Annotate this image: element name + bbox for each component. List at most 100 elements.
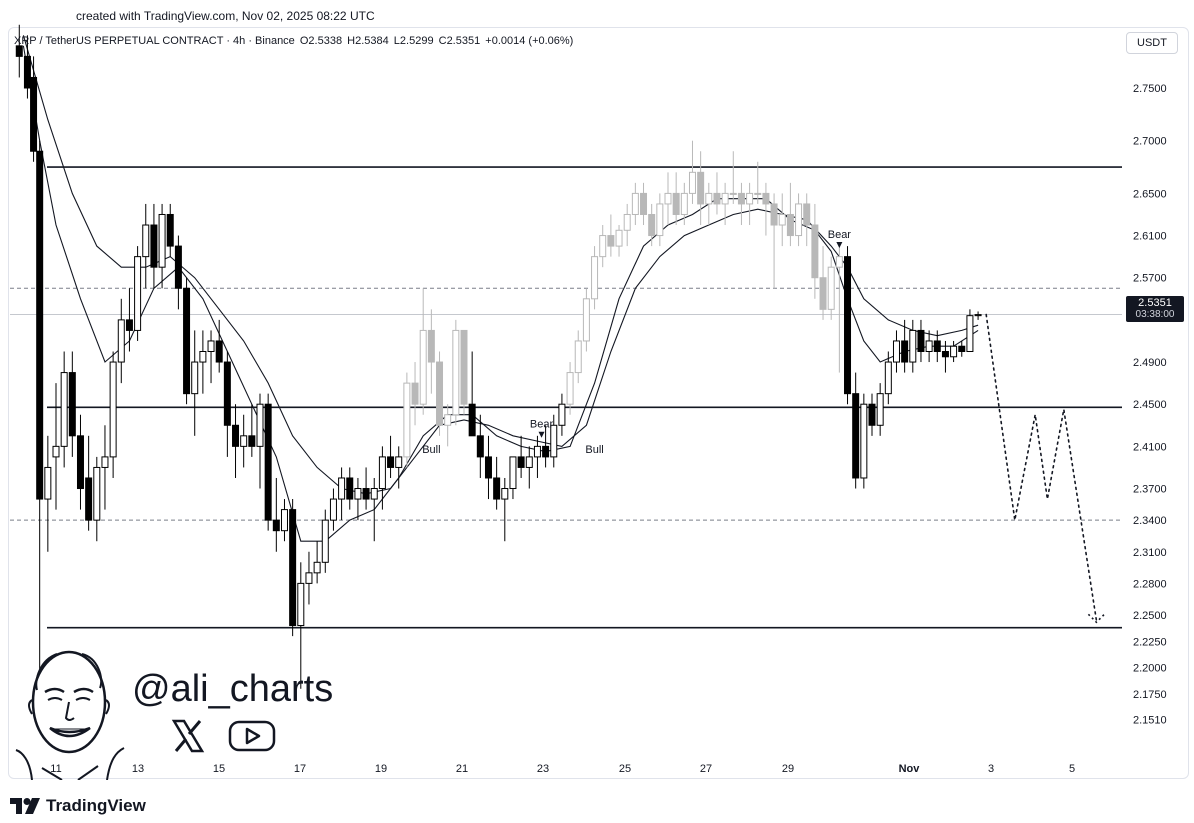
candle-93[interactable]: [770, 193, 778, 289]
candle-58[interactable]: [484, 435, 492, 500]
candle-64[interactable]: [533, 435, 541, 478]
candle-21[interactable]: [183, 277, 191, 405]
candle-46[interactable]: [387, 435, 395, 478]
candle-53[interactable]: [444, 404, 452, 447]
candle-103[interactable]: [852, 372, 860, 489]
candle-52[interactable]: [436, 351, 444, 436]
candle-71[interactable]: [591, 246, 599, 310]
candle-14[interactable]: [125, 288, 133, 352]
candle-85[interactable]: [705, 182, 713, 226]
candle-59[interactable]: [493, 456, 501, 510]
candle-60[interactable]: [501, 477, 509, 542]
candle-67[interactable]: [558, 393, 566, 436]
candle-74[interactable]: [615, 225, 623, 257]
candle-6[interactable]: [60, 351, 68, 468]
candle-55[interactable]: [460, 329, 468, 415]
candle-19[interactable]: [166, 203, 174, 257]
candle-89[interactable]: [737, 182, 745, 226]
candle-86[interactable]: [713, 172, 721, 215]
candle-10[interactable]: [93, 456, 101, 542]
candle-83[interactable]: [688, 140, 696, 204]
candle-35[interactable]: [297, 562, 305, 689]
currency-selector[interactable]: USDT: [1126, 32, 1178, 54]
candle-108[interactable]: [892, 330, 900, 373]
candle-106[interactable]: [876, 383, 884, 436]
candle-96[interactable]: [795, 193, 803, 247]
candle-28[interactable]: [240, 414, 248, 468]
candle-112[interactable]: [925, 330, 933, 363]
candle-4[interactable]: [44, 435, 52, 552]
candle-32[interactable]: [272, 477, 280, 552]
candle-91[interactable]: [754, 161, 762, 204]
candle-22[interactable]: [191, 330, 199, 436]
candle-66[interactable]: [550, 414, 558, 468]
candle-12[interactable]: [109, 351, 117, 478]
candle-105[interactable]: [868, 393, 876, 436]
candle-23[interactable]: [199, 330, 207, 394]
tradingview-brand[interactable]: TradingView: [10, 796, 146, 816]
candle-47[interactable]: [395, 446, 403, 489]
candle-45[interactable]: [378, 446, 386, 510]
candle-40[interactable]: [338, 467, 346, 521]
candle-56[interactable]: [468, 351, 476, 437]
candle-87[interactable]: [721, 182, 729, 226]
candle-8[interactable]: [76, 414, 84, 510]
youtube-icon[interactable]: [228, 718, 276, 754]
candle-62[interactable]: [517, 435, 525, 478]
candle-17[interactable]: [150, 203, 158, 289]
candle-16[interactable]: [142, 203, 150, 289]
candle-33[interactable]: [280, 499, 288, 542]
candle-100[interactable]: [827, 256, 835, 320]
candle-68[interactable]: [566, 362, 574, 415]
candle-80[interactable]: [664, 172, 672, 226]
candle-76[interactable]: [631, 182, 639, 226]
candle-1[interactable]: [23, 35, 31, 99]
candle-72[interactable]: [599, 225, 607, 268]
candle-57[interactable]: [476, 414, 484, 478]
candle-26[interactable]: [223, 351, 231, 457]
candle-18[interactable]: [158, 203, 166, 289]
candle-107[interactable]: [884, 351, 892, 405]
candle-92[interactable]: [762, 182, 770, 236]
candle-97[interactable]: [803, 193, 811, 247]
candle-110[interactable]: [909, 319, 917, 373]
candle-37[interactable]: [313, 541, 321, 584]
candle-65[interactable]: [542, 425, 550, 468]
candle-48[interactable]: [403, 372, 411, 468]
candle-114[interactable]: [941, 340, 949, 373]
candle-111[interactable]: [917, 319, 925, 363]
candle-31[interactable]: [264, 393, 272, 531]
candle-15[interactable]: [134, 246, 142, 341]
candle-7[interactable]: [68, 351, 76, 457]
candle-30[interactable]: [256, 393, 264, 489]
candle-81[interactable]: [672, 172, 680, 226]
candle-116[interactable]: [958, 340, 966, 357]
candle-11[interactable]: [101, 425, 109, 510]
candle-115[interactable]: [950, 340, 958, 363]
chart-pane[interactable]: [8, 27, 1189, 779]
candle-79[interactable]: [656, 193, 664, 247]
candle-3[interactable]: [36, 140, 44, 721]
candle-51[interactable]: [427, 309, 435, 394]
candle-34[interactable]: [289, 499, 297, 637]
candle-27[interactable]: [232, 404, 240, 478]
candle-5[interactable]: [52, 383, 60, 510]
candle-78[interactable]: [648, 203, 656, 247]
candle-104[interactable]: [860, 393, 868, 489]
candle-102[interactable]: [844, 246, 852, 405]
candle-77[interactable]: [640, 182, 648, 226]
candle-88[interactable]: [729, 151, 737, 204]
candle-99[interactable]: [819, 246, 827, 320]
candle-25[interactable]: [215, 319, 223, 373]
candle-82[interactable]: [680, 182, 688, 226]
candle-63[interactable]: [525, 446, 533, 489]
candle-2[interactable]: [30, 56, 38, 162]
candle-9[interactable]: [85, 435, 93, 531]
candle-13[interactable]: [117, 298, 125, 384]
candle-70[interactable]: [582, 288, 590, 352]
candle-43[interactable]: [362, 467, 370, 510]
candle-90[interactable]: [746, 182, 754, 226]
candle-24[interactable]: [207, 330, 215, 384]
candle-98[interactable]: [811, 203, 819, 299]
